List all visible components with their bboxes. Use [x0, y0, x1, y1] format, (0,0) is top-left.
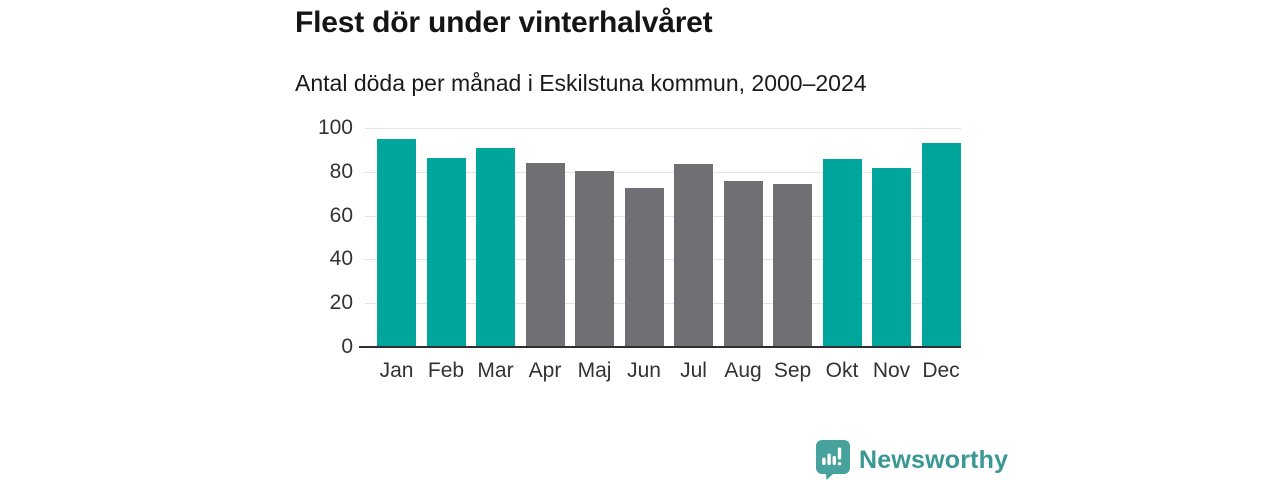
gridline-80	[365, 171, 961, 173]
bar-okt	[822, 158, 862, 346]
newsworthy-logo: Newsworthy	[812, 439, 1008, 480]
bar-dec	[921, 143, 961, 346]
x-axis-label-nov: Nov	[872, 359, 911, 382]
plot-area: 0 20 40 60 80 100 Jan Feb Mar Apr Maj Jun Jul Aug Sep…	[318, 117, 961, 382]
bar-feb	[426, 157, 466, 346]
bar-jul	[674, 164, 713, 346]
bar-nov	[872, 167, 911, 346]
x-axis-line	[359, 346, 961, 348]
y-axis-tick-label-40: 40	[329, 247, 353, 271]
x-axis-label-feb: Feb	[427, 359, 465, 382]
gridline-100	[365, 128, 961, 129]
x-axis-label-aug: Aug	[724, 359, 762, 382]
x-axis-label-dec: Dec	[922, 359, 960, 382]
x-axis-label-jun: Jun	[627, 359, 661, 382]
x-axis-label-sep: Sep	[773, 359, 812, 382]
y-axis-tick-label-80: 80	[329, 159, 353, 183]
x-axis-label-jul: Jul	[680, 359, 707, 382]
chart-title: Flest dör under vinterhalvåret	[295, 6, 713, 39]
x-axis-label-okt: Okt	[825, 359, 859, 382]
newsworthy-logo-icon	[816, 440, 850, 480]
y-axis-tick-label-20: 20	[329, 291, 353, 315]
y-axis-tick-label-100: 100	[317, 116, 353, 139]
bar-sep	[773, 183, 812, 346]
y-axis-tick-label-0: 0	[341, 335, 353, 358]
newsworthy-brand-text: Newsworthy	[859, 445, 1009, 474]
x-axis-label-mar: Mar	[477, 359, 514, 382]
x-axis-label-maj: Maj	[577, 359, 612, 382]
chart-subtitle: Antal döda per månad i Eskilstuna kommun…	[295, 70, 867, 96]
bar-mar	[476, 147, 515, 346]
bar-apr	[525, 163, 565, 346]
y-axis-tick-label-60: 60	[329, 203, 353, 227]
bar-jan	[377, 139, 416, 346]
bar-jun	[624, 188, 664, 346]
bar-maj	[575, 170, 614, 346]
bar-aug	[723, 180, 763, 346]
x-axis-label-apr: Apr	[528, 359, 562, 382]
x-axis-label-jan: Jan	[379, 359, 414, 382]
